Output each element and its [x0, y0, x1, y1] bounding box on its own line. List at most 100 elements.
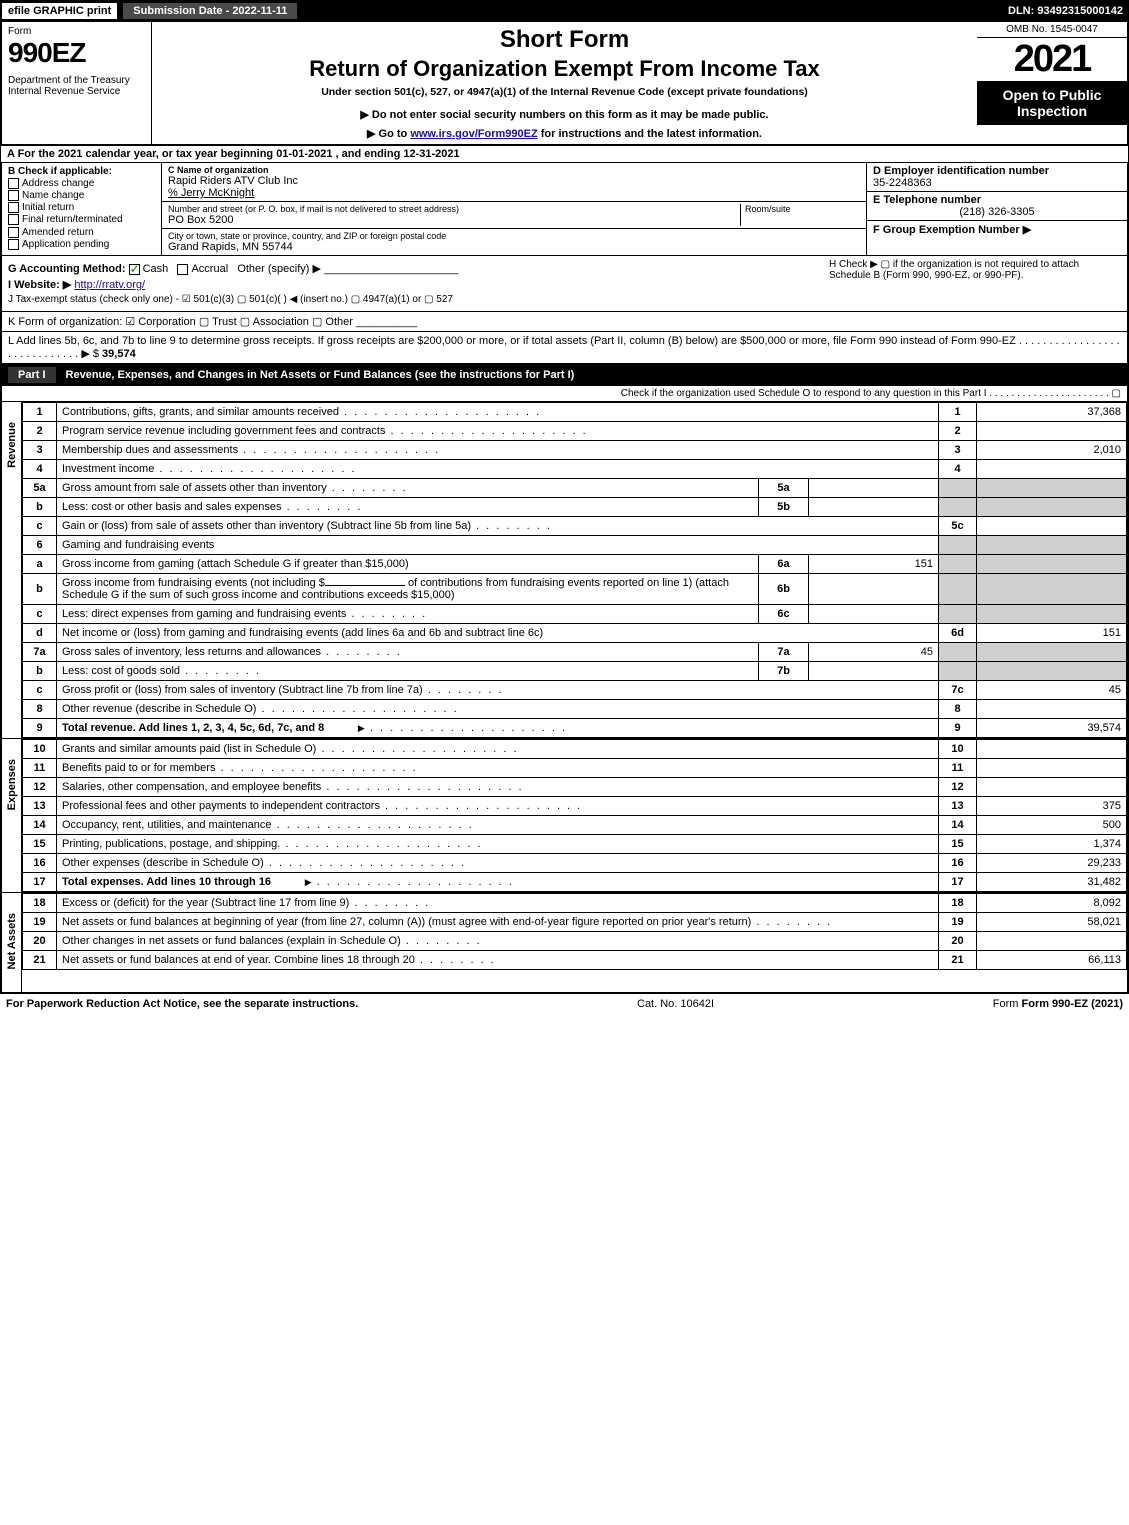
- line-20: 20Other changes in net assets or fund ba…: [23, 932, 1127, 951]
- row-ghij: G Accounting Method: Cash Accrual Other …: [0, 256, 1129, 312]
- netassets-label: Net Assets: [0, 893, 22, 992]
- line-5a: 5aGross amount from sale of assets other…: [23, 479, 1127, 498]
- row-l: L Add lines 5b, 6c, and 7b to line 9 to …: [0, 332, 1129, 364]
- revenue-table: 1Contributions, gifts, grants, and simil…: [22, 402, 1127, 738]
- bcdef-block: B Check if applicable: Address change Na…: [0, 163, 1129, 256]
- line-19: 19Net assets or fund balances at beginni…: [23, 913, 1127, 932]
- footer-mid: Cat. No. 10642I: [637, 998, 714, 1010]
- line-15: 15Printing, publications, postage, and s…: [23, 835, 1127, 854]
- chk-initial-return[interactable]: Initial return: [8, 202, 155, 213]
- line-3: 3Membership dues and assessments32,010: [23, 441, 1127, 460]
- org-name: Rapid Riders ATV Club Inc: [168, 175, 860, 187]
- omb-number: OMB No. 1545-0047: [977, 22, 1127, 38]
- section-b-label: B Check if applicable:: [8, 166, 155, 177]
- line-17: 17Total expenses. Add lines 10 through 1…: [23, 873, 1127, 892]
- line-9: 9Total revenue. Add lines 1, 2, 3, 4, 5c…: [23, 719, 1127, 738]
- goto-line: ▶ Go to www.irs.gov/Form990EZ for instru…: [162, 127, 967, 140]
- line-18: 18Excess or (deficit) for the year (Subt…: [23, 894, 1127, 913]
- revenue-label: Revenue: [0, 402, 22, 738]
- chk-final-return[interactable]: Final return/terminated: [8, 214, 155, 225]
- street: PO Box 5200: [168, 214, 740, 226]
- line-6c: cLess: direct expenses from gaming and f…: [23, 605, 1127, 624]
- part1-label: Part I: [8, 367, 56, 383]
- line-4: 4Investment income4: [23, 460, 1127, 479]
- street-label: Number and street (or P. O. box, if mail…: [168, 204, 740, 214]
- line-8: 8Other revenue (describe in Schedule O)8: [23, 700, 1127, 719]
- submission-date: Submission Date - 2022-11-11: [123, 3, 297, 19]
- col-def: D Employer identification number 35-2248…: [867, 163, 1127, 255]
- line-12: 12Salaries, other compensation, and empl…: [23, 778, 1127, 797]
- netassets-section: Net Assets 18Excess or (deficit) for the…: [0, 893, 1129, 994]
- chk-cash[interactable]: [129, 264, 140, 275]
- form-label: Form: [8, 26, 145, 37]
- e-label: E Telephone number: [873, 194, 1121, 206]
- chk-address-change[interactable]: Address change: [8, 178, 155, 189]
- line-11: 11Benefits paid to or for members11: [23, 759, 1127, 778]
- line-21: 21Net assets or fund balances at end of …: [23, 951, 1127, 970]
- line-10: 10Grants and similar amounts paid (list …: [23, 740, 1127, 759]
- line-6b: bGross income from fundraising events (n…: [23, 574, 1127, 605]
- short-form-title: Short Form: [162, 26, 967, 54]
- expenses-table: 10Grants and similar amounts paid (list …: [22, 739, 1127, 892]
- line-5b: bLess: cost or other basis and sales exp…: [23, 498, 1127, 517]
- line-6a: aGross income from gaming (attach Schedu…: [23, 555, 1127, 574]
- row-k: K Form of organization: ☑ Corporation ▢ …: [0, 312, 1129, 332]
- chk-name-change[interactable]: Name change: [8, 190, 155, 201]
- care-of: % Jerry McKnight: [168, 187, 860, 199]
- row-h: H Check ▶ ▢ if the organization is not r…: [821, 259, 1121, 308]
- header-mid: Short Form Return of Organization Exempt…: [152, 22, 977, 144]
- form-header: Form 990EZ Department of the Treasury In…: [0, 22, 1129, 146]
- ein: 35-2248363: [873, 177, 1121, 189]
- expenses-label: Expenses: [0, 739, 22, 892]
- f-label: F Group Exemption Number ▶: [873, 224, 1031, 236]
- goto-link[interactable]: www.irs.gov/Form990EZ: [410, 128, 537, 140]
- netassets-table: 18Excess or (deficit) for the year (Subt…: [22, 893, 1127, 970]
- do-not-warning: ▶ Do not enter social security numbers o…: [162, 108, 967, 121]
- line-5c: cGain or (loss) from sale of assets othe…: [23, 517, 1127, 536]
- goto-post: for instructions and the latest informat…: [538, 128, 762, 140]
- footer-left: For Paperwork Reduction Act Notice, see …: [6, 998, 358, 1010]
- gross-receipts: 39,574: [102, 348, 136, 360]
- line-14: 14Occupancy, rent, utilities, and mainte…: [23, 816, 1127, 835]
- line-6: 6Gaming and fundraising events: [23, 536, 1127, 555]
- header-left: Form 990EZ Department of the Treasury In…: [2, 22, 152, 144]
- line-1: 1Contributions, gifts, grants, and simil…: [23, 403, 1127, 422]
- tax-year: 2021: [977, 38, 1127, 81]
- line-16: 16Other expenses (describe in Schedule O…: [23, 854, 1127, 873]
- section-c: C Name of organization Rapid Riders ATV …: [162, 163, 867, 255]
- row-a-calendar-year: A For the 2021 calendar year, or tax yea…: [0, 146, 1129, 163]
- col-cde: C Name of organization Rapid Riders ATV …: [162, 163, 1127, 255]
- section-b: B Check if applicable: Address change Na…: [2, 163, 162, 255]
- header-right: OMB No. 1545-0047 2021 Open to Public In…: [977, 22, 1127, 144]
- row-g: G Accounting Method: Cash Accrual Other …: [8, 262, 821, 275]
- footer: For Paperwork Reduction Act Notice, see …: [0, 994, 1129, 1014]
- chk-amended-return[interactable]: Amended return: [8, 227, 155, 238]
- open-to-public: Open to Public Inspection: [977, 81, 1127, 125]
- chk-application-pending[interactable]: Application pending: [8, 239, 155, 250]
- row-i: I Website: ▶ http://rratv.org/: [8, 278, 821, 291]
- top-bar: efile GRAPHIC print Submission Date - 20…: [0, 0, 1129, 22]
- city: Grand Rapids, MN 55744: [168, 241, 860, 253]
- d-label: D Employer identification number: [873, 165, 1121, 177]
- room-label: Room/suite: [745, 204, 860, 214]
- part1-header: Part I Revenue, Expenses, and Changes in…: [0, 364, 1129, 386]
- c-name-label: C Name of organization: [168, 165, 860, 175]
- dln: DLN: 93492315000142: [1008, 5, 1129, 17]
- row-j: J Tax-exempt status (check only one) - ☑…: [8, 294, 821, 305]
- line-7c: cGross profit or (loss) from sales of in…: [23, 681, 1127, 700]
- revenue-section: Revenue 1Contributions, gifts, grants, a…: [0, 402, 1129, 739]
- efile-label: efile GRAPHIC print: [0, 1, 119, 21]
- chk-accrual[interactable]: [177, 264, 188, 275]
- line-7a: 7aGross sales of inventory, less returns…: [23, 643, 1127, 662]
- line-13: 13Professional fees and other payments t…: [23, 797, 1127, 816]
- line-6d: dNet income or (loss) from gaming and fu…: [23, 624, 1127, 643]
- form-number: 990EZ: [8, 37, 145, 69]
- part1-check-o: Check if the organization used Schedule …: [0, 386, 1129, 402]
- website-link[interactable]: http://rratv.org/: [74, 279, 145, 291]
- part1-title: Revenue, Expenses, and Changes in Net As…: [66, 369, 575, 381]
- city-label: City or town, state or province, country…: [168, 231, 860, 241]
- line-2: 2Program service revenue including gover…: [23, 422, 1127, 441]
- department: Department of the Treasury Internal Reve…: [8, 75, 145, 97]
- telephone: (218) 326-3305: [873, 206, 1121, 218]
- expenses-section: Expenses 10Grants and similar amounts pa…: [0, 739, 1129, 893]
